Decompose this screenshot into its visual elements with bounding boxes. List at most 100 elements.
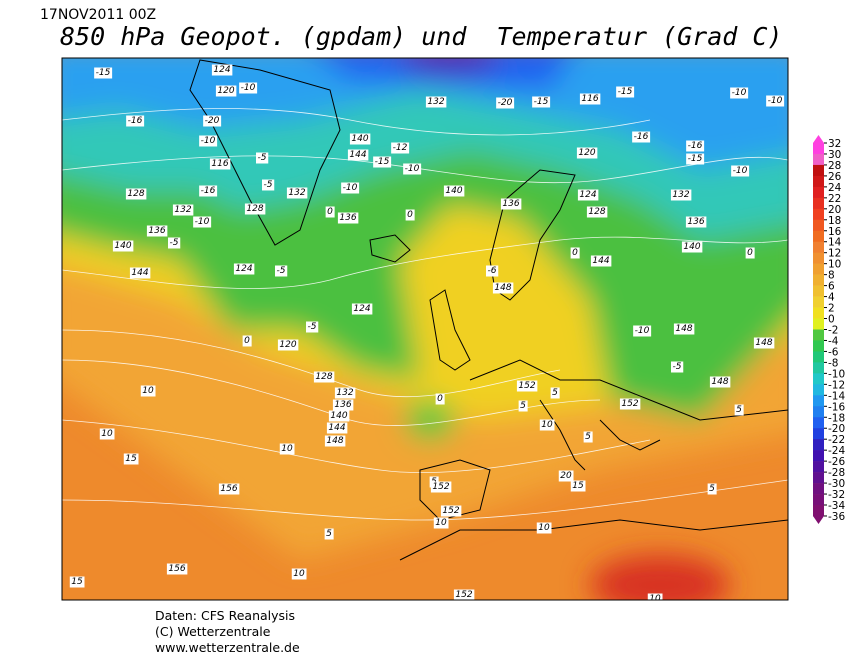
contour-label-box (209, 158, 231, 170)
contour-label: 5 (552, 388, 558, 398)
contour-label: 136 (334, 400, 351, 410)
colorbar-tick-label: -6 (828, 346, 839, 358)
colorbar-tick-label: -2 (828, 324, 838, 336)
contour-label: -10 (201, 136, 216, 146)
contour-label: 10 (541, 420, 553, 430)
contour-label: 136 (339, 213, 356, 223)
contour-label: -15 (375, 157, 390, 167)
contour-label: 124 (235, 264, 252, 274)
contour-label-box (686, 153, 705, 165)
contour-label: -15 (618, 87, 633, 97)
contour-label-box (539, 419, 555, 431)
contour-label: -5 (673, 362, 682, 372)
contour-label-box (349, 133, 371, 145)
contour-label: 148 (494, 283, 511, 293)
contour-label-box (203, 115, 222, 127)
contour-label: 148 (755, 338, 772, 348)
colorbar-swatch (813, 252, 824, 264)
contour-label-box (550, 387, 560, 399)
contour-label: 128 (127, 189, 144, 199)
contour-label-box (443, 185, 465, 197)
colorbar-swatch (813, 197, 824, 210)
contour-label-box (129, 267, 151, 279)
contour-label: 116 (211, 159, 228, 169)
colorbar-tick-label: 4 (828, 292, 835, 304)
contour-label: 10 (281, 444, 293, 454)
colorbar-swatch (813, 395, 824, 407)
colorbar-tick-label: -20 (828, 423, 845, 435)
contour-label-box (579, 93, 601, 105)
contour-label-box (351, 303, 373, 315)
contour-label: 152 (442, 506, 459, 516)
contour-label: 120 (578, 148, 595, 158)
contour-label-box (123, 453, 139, 465)
contour-label-box (730, 87, 749, 99)
contour-label-box (94, 67, 113, 79)
contour-label: 140 (445, 186, 462, 196)
contour-label-box (239, 82, 258, 94)
contour-label-box (373, 156, 392, 168)
contour-label-box (168, 237, 181, 249)
contour-label-box (325, 206, 335, 218)
colorbar-swatch (813, 373, 824, 385)
colorbar-tick-label: 6 (828, 281, 835, 293)
contour-label: 152 (518, 381, 535, 391)
contour-label-box (172, 204, 194, 216)
colorbar-tick-label: 2 (828, 303, 835, 315)
contour-label: -5 (308, 322, 317, 332)
contour-label-box (279, 443, 295, 455)
contour-label: 144 (592, 256, 609, 266)
colorbar-swatch (813, 208, 824, 221)
colorbar-tick-label: -34 (828, 500, 845, 512)
contour-label-box (405, 209, 415, 221)
contour-label-box (242, 335, 252, 347)
contour-label: 120 (279, 340, 296, 350)
contour-label-box (433, 517, 449, 529)
contour-label-box (324, 528, 334, 540)
contour-label-box (328, 410, 350, 422)
contour-label: 10 (435, 518, 447, 528)
contour-label-box (753, 337, 775, 349)
contour-label-box (215, 85, 237, 97)
contour-label: 116 (581, 94, 598, 104)
contour-label: -10 (733, 166, 748, 176)
contour-label: 0 (747, 248, 753, 258)
contour-label-box (275, 265, 288, 277)
colorbar-tick-label: -36 (828, 511, 845, 523)
contour-label-box (633, 325, 652, 337)
contour-label: -15 (534, 97, 549, 107)
contour-label-box (532, 96, 551, 108)
contour-label-box (583, 431, 593, 443)
contour-label: 0 (327, 207, 333, 217)
contour-label: -10 (195, 217, 210, 227)
contour-label-box (496, 97, 515, 109)
colorbar-tick-label: -26 (828, 456, 845, 468)
contour-label-box (681, 241, 703, 253)
colorbar-swatch (813, 230, 824, 243)
footer-line: (C) Wetterzentrale (155, 624, 271, 639)
contour-label: 152 (455, 590, 472, 600)
contour-label-box (69, 576, 85, 588)
colorbar-tick-label: 20 (828, 204, 841, 216)
footer-line: Daten: CFS Reanalysis (155, 608, 295, 623)
contour-label-box (709, 376, 731, 388)
colorbar-tick-label: -4 (828, 335, 839, 347)
contour-label-box (516, 380, 538, 392)
colorbar-swatch (813, 153, 824, 166)
colorbar-swatch (813, 263, 824, 275)
contour-label-box (425, 96, 447, 108)
contour-label-box (430, 481, 452, 493)
contour-label: 144 (328, 423, 345, 433)
contour-label-box (337, 212, 359, 224)
contour-label: -10 (405, 164, 420, 174)
contour-label-box (685, 216, 707, 228)
colorbar-tick-label: -30 (828, 478, 845, 490)
contour-label: 0 (437, 394, 443, 404)
contour-label: -16 (201, 186, 216, 196)
colorbar-swatch (813, 472, 824, 484)
map-field: -15 124 -10 120 -16 -10 -20 116 -5 128 132 -16 -10 12… (62, 58, 788, 600)
contour-label-box (244, 203, 266, 215)
contour-label-box (277, 339, 299, 351)
colorbar-swatch (813, 186, 824, 199)
footer-line: www.wetterzentrale.de (155, 640, 300, 655)
